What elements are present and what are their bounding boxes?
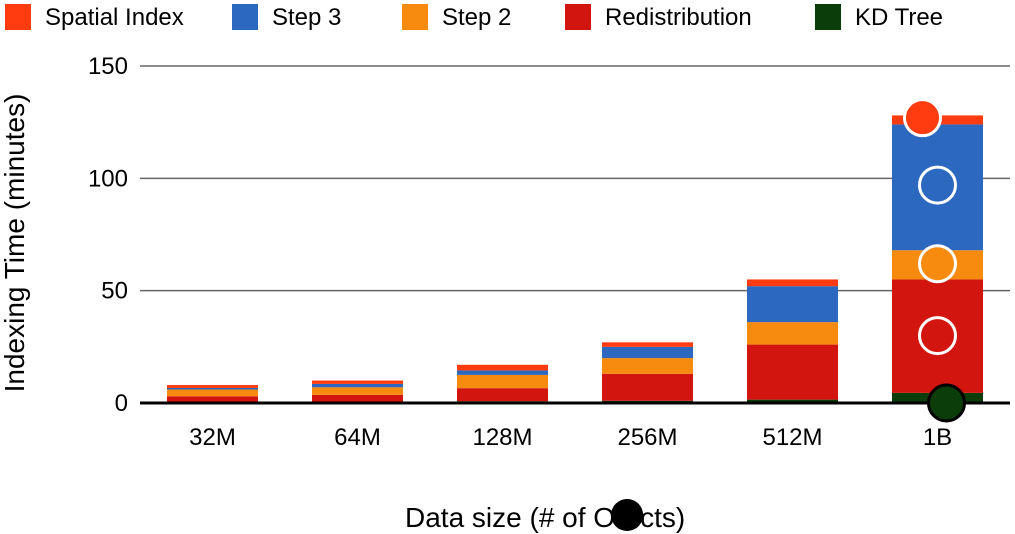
y-tick-label: 150 <box>88 53 128 80</box>
bar-segment-step-2 <box>312 387 403 395</box>
x-tick-label: 32M <box>189 424 236 451</box>
bar-segment-step-2 <box>602 358 693 374</box>
marker-redistribution <box>918 316 957 356</box>
legend-label: Spatial Index <box>45 4 184 31</box>
legend-label: Step 2 <box>442 4 511 31</box>
legend-swatch <box>815 4 841 30</box>
bar-segment-step-2 <box>747 322 838 345</box>
x-axis-label: Data size (# of O cts) <box>405 499 685 533</box>
y-axis-label: Indexing Time (minutes) <box>0 94 30 393</box>
y-tick-label: 50 <box>101 278 128 305</box>
legend-label: Step 3 <box>272 4 341 31</box>
redaction-dot <box>611 499 644 531</box>
legend: Spatial Index Step 3 Step 2 Redistribution K… <box>5 4 943 31</box>
bar-segment-step-2 <box>167 389 258 397</box>
y-tick-label: 0 <box>115 390 128 417</box>
gridlines <box>140 65 1010 292</box>
highlight-markers <box>903 98 966 423</box>
legend-swatch <box>565 4 591 30</box>
x-tick-label: 128M <box>472 424 532 451</box>
bar-segment-step-3 <box>602 346 693 359</box>
bar-segment-step-3 <box>457 370 548 375</box>
marker-step-3 <box>918 165 957 205</box>
x-tick-label: 1B <box>923 424 952 451</box>
bar-segment-step-3 <box>312 383 403 388</box>
bar-segment-redistribution <box>457 388 548 402</box>
legend-label: KD Tree <box>855 4 943 31</box>
x-axis-label-part-2: cts) <box>640 502 685 533</box>
bar-segment-kd-tree <box>747 399 838 403</box>
x-tick-label: 64M <box>334 424 381 451</box>
bar-segment-step-3 <box>747 286 838 323</box>
bar-segment-spatial-index <box>602 342 693 347</box>
x-axis-label-part-1: Data size (# of O <box>405 502 615 533</box>
bar-segment-spatial-index <box>457 364 548 371</box>
bar-segment-step-3 <box>167 387 258 390</box>
bar-segment-spatial-index <box>312 380 403 384</box>
legend-swatch <box>5 4 31 30</box>
x-axis: 32M 64M 128M 256M 512M 1B <box>140 401 1010 451</box>
bars <box>167 115 983 403</box>
marker-kd-tree <box>927 383 966 423</box>
y-axis-ticks: 0 50 100 150 <box>88 53 128 417</box>
x-tick-label: 256M <box>617 424 677 451</box>
bar-segment-redistribution <box>602 373 693 401</box>
legend-label: Redistribution <box>605 4 752 31</box>
bar-segment-step-2 <box>457 374 548 389</box>
bar-segment-redistribution <box>312 394 403 402</box>
marker-step-2 <box>918 244 957 284</box>
bar-segment-spatial-index <box>747 279 838 287</box>
legend-swatch <box>402 4 428 30</box>
legend-swatch <box>232 4 258 30</box>
marker-spatial-index <box>903 98 942 138</box>
x-tick-label: 512M <box>762 424 822 451</box>
bar-segment-spatial-index <box>167 385 258 388</box>
y-tick-label: 100 <box>88 165 128 192</box>
bar-segment-redistribution <box>747 344 838 400</box>
bar-segment-redistribution <box>167 396 258 402</box>
